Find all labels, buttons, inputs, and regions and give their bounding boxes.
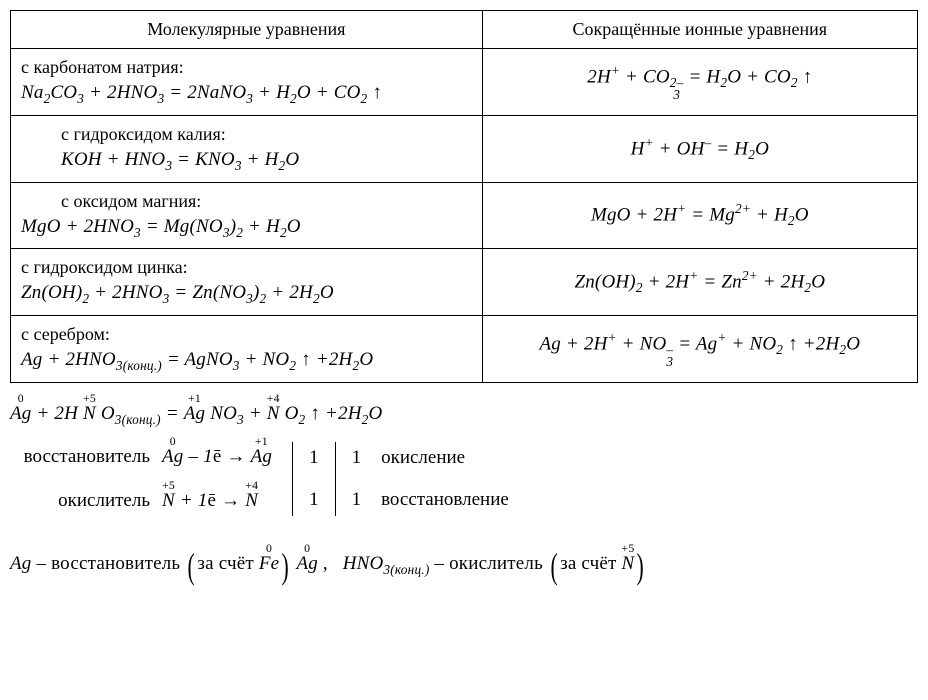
row-label: с карбонатом натрия: bbox=[21, 57, 472, 78]
ionic-equation: H+ + OH– = H2O bbox=[631, 135, 769, 163]
molecular-equation: Ag + 2HNO3(конц.) = AgNO3 + NO2 ↑ +2H2O bbox=[21, 349, 472, 374]
ionic-cell: Zn(OH)2 + 2H+ = Zn2+ + 2H2O bbox=[482, 249, 917, 316]
molecular-equation: Na2CO3 + 2HNO3 = 2NaNO3 + H2O + CO2 ↑ bbox=[21, 82, 472, 107]
ionic-cell: H+ + OH– = H2O bbox=[482, 115, 917, 182]
coef-1a: 1 bbox=[309, 447, 319, 469]
ionic-equation: Ag + 2H+ + NO–3 = Ag+ + NO2 ↑ +2H2O bbox=[539, 330, 860, 368]
row-label: с гидроксидом калия: bbox=[21, 124, 472, 145]
equations-table: Молекулярные уравнения Сокращённые ионны… bbox=[10, 10, 918, 383]
row-label: с серебром: bbox=[21, 324, 472, 345]
row-label: с оксидом магния: bbox=[21, 191, 472, 212]
divider-2 bbox=[335, 442, 336, 517]
row-label: с гидроксидом цинка: bbox=[21, 257, 472, 278]
process-1: окисление bbox=[381, 447, 509, 469]
header-ionic: Сокращённые ионные уравнения bbox=[482, 11, 917, 49]
ionic-equation: MgO + 2H+ = Mg2+ + H2O bbox=[591, 201, 809, 229]
divider-1 bbox=[292, 442, 293, 517]
half-eq-1: 0Ag – 1ē → +1Ag bbox=[162, 442, 272, 472]
redox-main-equation: 0Ag + 2H +5N O3(конц.) = +1Ag NO3 + +4N … bbox=[10, 397, 918, 432]
redox-summary: Ag – восстановитель (за счёт 0Fe) 0Ag , … bbox=[10, 530, 918, 602]
molecular-equation: KOH + HNO3 = KNO3 + H2O bbox=[21, 149, 472, 174]
coef-2a: 1 bbox=[309, 489, 319, 511]
reducer-label: восстановитель bbox=[10, 446, 150, 468]
coef-2b: 1 bbox=[352, 489, 362, 511]
molecular-cell: с карбонатом натрия: Na2CO3 + 2HNO3 = 2Na… bbox=[11, 49, 483, 116]
molecular-equation: Zn(OH)2 + 2HNO3 = Zn(NO3)2 + 2H2O bbox=[21, 282, 472, 307]
oxidizer-label: окислитель bbox=[10, 490, 150, 512]
ionic-equation: 2H+ + CO2–3 = H2O + CO2 ↑ bbox=[587, 63, 812, 101]
molecular-cell: с гидроксидом калия: KOH + HNO3 = KNO3 + … bbox=[11, 115, 483, 182]
header-molecular: Молекулярные уравнения bbox=[11, 11, 483, 49]
half-reactions: восстановитель 0Ag – 1ē → +1Ag окислител… bbox=[10, 442, 918, 517]
ionic-equation: Zn(OH)2 + 2H+ = Zn2+ + 2H2O bbox=[574, 268, 825, 296]
ionic-cell: 2H+ + CO2–3 = H2O + CO2 ↑ bbox=[482, 49, 917, 116]
redox-section: 0Ag + 2H +5N O3(конц.) = +1Ag NO3 + +4N … bbox=[10, 397, 918, 603]
molecular-cell: с оксидом магния: MgO + 2HNO3 = Mg(NO3)2 … bbox=[11, 182, 483, 249]
molecular-cell: с серебром: Ag + 2HNO3(конц.) = AgNO3 + N… bbox=[11, 316, 483, 383]
coef-1b: 1 bbox=[352, 447, 362, 469]
process-2: восстановление bbox=[381, 489, 509, 511]
molecular-equation: MgO + 2HNO3 = Mg(NO3)2 + H2O bbox=[21, 216, 472, 241]
half-eq-2: +5N + 1ē → +4N bbox=[162, 486, 258, 516]
ionic-cell: MgO + 2H+ = Mg2+ + H2O bbox=[482, 182, 917, 249]
molecular-cell: с гидроксидом цинка: Zn(OH)2 + 2HNO3 = Zn… bbox=[11, 249, 483, 316]
ionic-cell: Ag + 2H+ + NO–3 = Ag+ + NO2 ↑ +2H2O bbox=[482, 316, 917, 383]
